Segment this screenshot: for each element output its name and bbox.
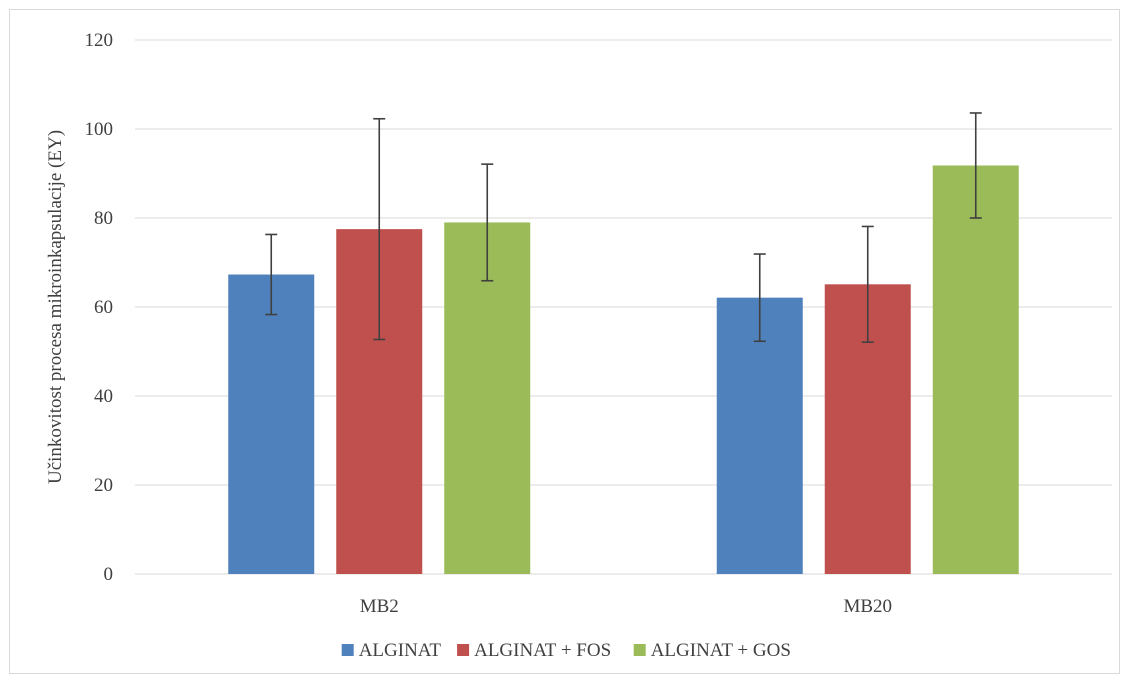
x-tick-label: MB2 — [360, 596, 399, 617]
y-axis-label: Učinkovitost procesa mikroinkapsulacije … — [45, 130, 66, 484]
legend: ALGINAT ALGINAT + FOS ALGINAT + GOS — [341, 640, 791, 661]
legend-item: ALGINAT — [341, 640, 442, 661]
legend-label: ALGINAT — [359, 640, 442, 661]
bars — [228, 165, 1019, 575]
bar — [716, 297, 803, 574]
legend-item: ALGINAT + FOS — [457, 640, 611, 661]
bar — [932, 165, 1019, 575]
legend-swatch — [457, 644, 470, 656]
legend-label: ALGINAT + FOS — [474, 640, 611, 661]
x-tick-labels: MB2 MB20 — [360, 596, 892, 617]
y-tick-label: 20 — [94, 475, 113, 496]
legend-label: ALGINAT + GOS — [651, 640, 791, 661]
y-tick-label: 120 — [85, 30, 114, 51]
legend-item: ALGINAT + GOS — [633, 640, 791, 661]
legend-swatch — [341, 644, 354, 656]
y-tick-label: 80 — [94, 208, 113, 229]
error-bars — [265, 112, 982, 343]
y-tick-label: 60 — [94, 297, 113, 318]
y-tick-labels: 0 20 40 60 80 100 120 — [85, 30, 114, 585]
y-tick-label: 0 — [104, 564, 114, 585]
x-tick-label: MB20 — [843, 596, 892, 617]
bar — [228, 274, 315, 574]
y-tick-label: 40 — [94, 386, 113, 407]
legend-swatch — [633, 644, 646, 656]
y-tick-label: 100 — [85, 119, 114, 140]
